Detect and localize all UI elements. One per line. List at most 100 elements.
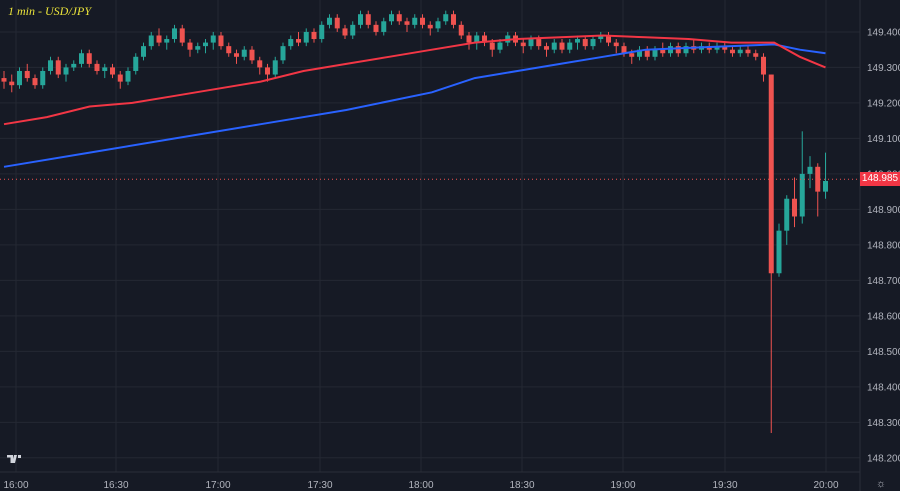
candle-up xyxy=(528,39,534,47)
moving-average-fast-line xyxy=(3,34,826,126)
candle-down xyxy=(86,53,92,64)
candle-up xyxy=(497,42,503,50)
candle-down xyxy=(265,67,270,75)
candle-up xyxy=(195,46,201,50)
last-price-badge: 148.985 xyxy=(860,172,900,187)
settings-gear-icon[interactable]: ☼ xyxy=(876,478,887,490)
candle-up xyxy=(474,35,480,43)
candle-up xyxy=(102,67,108,71)
candle-down xyxy=(179,28,185,43)
candle-up xyxy=(327,17,332,25)
candle-up xyxy=(652,49,658,57)
tradingview-logo-icon[interactable] xyxy=(6,453,24,465)
candle-down xyxy=(1,78,7,82)
price-tick-label: 149.200 xyxy=(867,98,900,109)
candle-down xyxy=(520,42,526,47)
candle-down xyxy=(218,35,224,47)
candle-down xyxy=(722,46,728,50)
candle-up xyxy=(575,39,580,43)
candle-up xyxy=(63,67,69,75)
candle-up xyxy=(567,42,573,50)
time-tick-label: 20:00 xyxy=(813,480,838,491)
candle-down xyxy=(420,17,425,25)
candle-down xyxy=(334,17,340,29)
candle-up xyxy=(637,49,642,57)
candle-up xyxy=(435,21,441,29)
grid-lines xyxy=(0,0,860,472)
candle-down xyxy=(311,31,317,40)
candle-down xyxy=(365,14,371,25)
price-tick-label: 148.400 xyxy=(867,382,900,393)
candle-up xyxy=(141,46,146,57)
candle-up xyxy=(17,70,22,86)
candle-up xyxy=(784,198,790,231)
candle-up xyxy=(776,230,782,274)
price-tick-label: 149.400 xyxy=(867,27,900,38)
candle-down xyxy=(110,67,115,75)
time-tick-label: 18:00 xyxy=(408,480,433,491)
price-axis[interactable]: 149.400149.300149.200149.100149.000148.9… xyxy=(867,27,900,464)
candle-down xyxy=(396,14,402,22)
candle-down xyxy=(582,39,588,47)
price-tick-label: 148.800 xyxy=(867,240,900,251)
candle-up xyxy=(48,60,53,71)
candle-down xyxy=(9,81,15,86)
candle-up xyxy=(443,14,449,22)
candle-down xyxy=(404,21,410,25)
candle-down xyxy=(761,56,766,75)
candle-up xyxy=(319,24,325,40)
candle-down xyxy=(458,24,464,36)
time-tick-label: 18:30 xyxy=(509,480,534,491)
candle-up xyxy=(210,35,216,43)
time-tick-label: 19:00 xyxy=(610,480,635,491)
candle-down xyxy=(257,60,263,68)
time-tick-label: 16:00 xyxy=(3,480,28,491)
candle-up xyxy=(714,46,720,50)
candle-down xyxy=(768,74,774,274)
price-tick-label: 148.700 xyxy=(867,276,900,287)
candle-down xyxy=(226,46,232,54)
candle-down xyxy=(373,24,379,32)
time-tick-label: 17:00 xyxy=(205,480,230,491)
candle-down xyxy=(629,53,635,57)
candle-down xyxy=(55,60,61,75)
time-tick-label: 16:30 xyxy=(103,480,128,491)
time-axis[interactable]: 16:00 16:30 17:00 17:30 18:00 18:30 19:00 19:30… xyxy=(3,480,838,491)
candle-down xyxy=(234,53,239,57)
candle-up xyxy=(125,70,131,82)
candle-down xyxy=(466,35,472,43)
chart-title: 1 min - USD/JPY xyxy=(8,4,91,18)
candle-down xyxy=(745,49,751,54)
candle-down xyxy=(117,74,123,82)
candle-down xyxy=(753,53,759,57)
candle-up xyxy=(737,49,743,54)
candle-down xyxy=(536,39,542,47)
candle-down xyxy=(451,14,456,25)
price-tick-label: 148.600 xyxy=(867,311,900,322)
candle-down xyxy=(792,198,797,217)
candle-up xyxy=(272,60,278,75)
candle-down xyxy=(621,46,627,54)
candlestick-series xyxy=(1,10,828,433)
time-tick-label: 17:30 xyxy=(307,480,332,491)
price-tick-label: 148.300 xyxy=(867,418,900,429)
candle-up xyxy=(598,35,604,40)
candle-up xyxy=(381,21,387,32)
candle-down xyxy=(660,49,666,54)
candle-up xyxy=(551,42,557,50)
candle-down xyxy=(730,49,735,54)
candle-up xyxy=(164,39,170,43)
candle-up xyxy=(288,39,294,47)
candle-up xyxy=(799,173,805,217)
price-tick-label: 148.900 xyxy=(867,205,900,216)
candle-up xyxy=(303,31,309,43)
price-tick-label: 149.300 xyxy=(867,63,900,74)
candle-up xyxy=(79,53,84,64)
candle-up xyxy=(241,49,247,57)
candle-down xyxy=(606,35,611,43)
candle-down xyxy=(489,42,495,50)
candle-down xyxy=(482,35,487,43)
candle-up xyxy=(71,63,77,68)
candle-down xyxy=(156,35,162,43)
